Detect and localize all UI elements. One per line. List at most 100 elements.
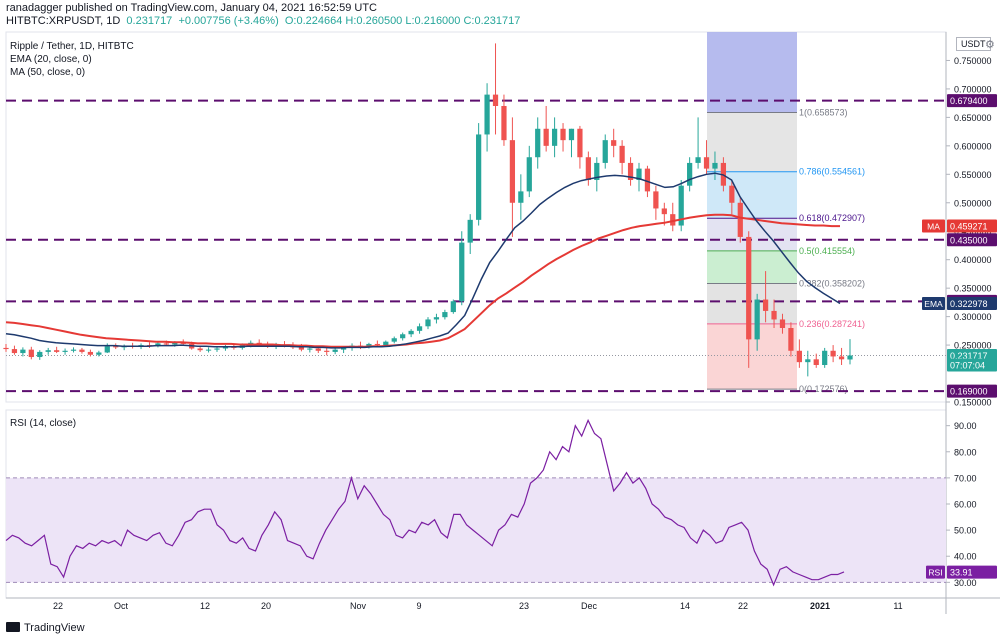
candle-up — [214, 348, 220, 350]
candle-down — [87, 351, 94, 355]
fib-label: 1(0.658573) — [799, 108, 848, 118]
rsi-legend: RSI (14, close) — [10, 417, 76, 430]
candle-down — [779, 319, 786, 328]
candle-up — [568, 128, 575, 141]
candle-down — [830, 350, 836, 357]
candle-down — [619, 145, 625, 163]
candle-down — [670, 214, 676, 226]
candle-up — [205, 349, 212, 351]
candle-up — [172, 342, 178, 345]
rsi-value-text: 33.91 — [950, 568, 973, 578]
fib-purple-zone — [707, 32, 797, 113]
symbol[interactable]: HITBTC:XRPUSDT, 1D — [6, 15, 121, 27]
legend-ma[interactable]: MA (50, close, 0) — [10, 67, 86, 78]
legend-rsi[interactable]: RSI (14, close) — [10, 418, 77, 429]
candle-down — [813, 359, 819, 365]
candle-up — [408, 330, 414, 335]
rsi-tick-label: 60.00 — [954, 500, 977, 510]
candle-up — [307, 348, 313, 350]
ma50-line — [5, 213, 840, 348]
candle-down — [661, 208, 667, 215]
candle-down — [492, 94, 499, 106]
published-line: ranadagger published on TradingView.com,… — [6, 2, 377, 14]
rsi-tick-label: 70.00 — [954, 473, 977, 483]
price-tick-label: 0.600000 — [954, 141, 992, 151]
candle-down — [644, 168, 651, 192]
candle-up — [104, 346, 110, 353]
rsi-tick-label: 40.00 — [954, 552, 977, 562]
fib-label: 0.786(0.554561) — [799, 167, 865, 177]
price-label-text: 0.679400 — [950, 96, 988, 106]
fib-label: 0.236(0.287241) — [799, 319, 865, 329]
candle-up — [636, 168, 642, 180]
candle-up — [594, 162, 600, 180]
time-tick-label: Nov — [350, 601, 367, 611]
price-label-text: 0.435000 — [950, 235, 988, 245]
currency-badge[interactable]: USDT — [956, 37, 991, 51]
candle-up — [602, 140, 608, 163]
fib-label: 0(0.172576) — [799, 384, 848, 394]
candle-down — [838, 356, 845, 360]
candle-down — [560, 128, 566, 141]
legend-ema[interactable]: EMA (20, close, 0) — [10, 54, 92, 65]
time-tick-label: 14 — [680, 601, 690, 611]
price-tick-label: 0.350000 — [954, 284, 992, 294]
candle-down — [585, 157, 591, 180]
candle-up — [518, 191, 524, 203]
price-label-box — [947, 358, 997, 372]
chart-legend: Ripple / Tether, 1D, HITBTC EMA (20, clo… — [10, 40, 134, 79]
candle-up — [70, 349, 77, 351]
brand-name: TradingView — [24, 622, 85, 634]
price-label-text: 0.169000 — [950, 387, 988, 397]
candle-up — [754, 299, 760, 340]
candle-down — [627, 162, 634, 180]
candle-down — [54, 350, 60, 352]
price-tick-label: 0.250000 — [954, 341, 992, 351]
gear-icon[interactable]: ⚙ — [985, 39, 995, 51]
rsi-tick-label: 90.00 — [954, 421, 977, 431]
price-label-box — [947, 94, 997, 108]
price-label-box — [947, 384, 997, 398]
rsi-value-box — [947, 565, 997, 579]
candle-up — [467, 219, 473, 243]
candle-down — [28, 349, 34, 358]
candle-up — [155, 343, 161, 347]
symbol-line: HITBTC:XRPUSDT, 1D 0.231717 +0.007756 (+… — [6, 15, 520, 27]
candle-up — [383, 341, 389, 346]
header-bar: ranadagger published on TradingView.com,… — [0, 0, 1000, 30]
candle-down — [611, 140, 617, 146]
price-label-box — [947, 219, 997, 233]
candle-down — [509, 140, 516, 203]
candle-up — [535, 128, 541, 158]
fib-label: 0.5(0.415554) — [799, 246, 855, 256]
indicator-tag: EMA — [924, 299, 943, 309]
candle-up — [712, 162, 718, 169]
candle-up — [222, 346, 229, 349]
candle-up — [526, 157, 532, 192]
tradingview-mark-icon — [6, 622, 20, 632]
time-tick-label: 22 — [738, 601, 748, 611]
time-tick-label: Dec — [581, 601, 598, 611]
price-label-box — [947, 233, 997, 247]
candle-down — [197, 348, 203, 351]
candle-down — [543, 128, 549, 146]
time-tick-label: Oct — [114, 601, 129, 611]
tradingview-logo: TradingView — [6, 622, 85, 634]
indicator-tag-box — [922, 219, 945, 233]
price-tick-label: 0.750000 — [954, 56, 992, 66]
price-label-text: 07:07:04 — [950, 361, 985, 371]
candle-down — [298, 347, 305, 350]
candle-up — [425, 319, 431, 327]
candle-up — [442, 312, 448, 318]
candle-up — [62, 350, 68, 352]
time-tick-label: 11 — [893, 601, 902, 611]
candle-down — [796, 350, 802, 363]
candle-up — [433, 317, 440, 320]
price-tick-label: 0.300000 — [954, 312, 992, 322]
price-tick-label: 0.700000 — [954, 84, 992, 94]
rsi-line — [5, 418, 845, 587]
candle-down — [737, 202, 743, 237]
candle-up — [366, 343, 372, 347]
candle-up — [391, 338, 397, 342]
